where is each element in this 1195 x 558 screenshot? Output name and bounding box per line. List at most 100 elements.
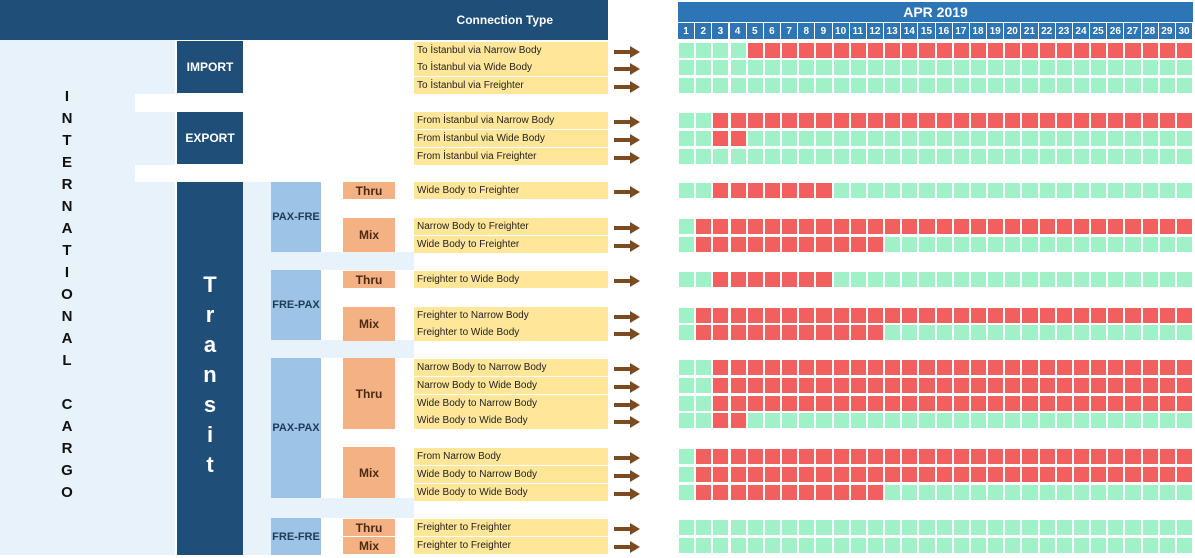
day-cell-unavailable[interactable] — [729, 307, 747, 324]
day-cell-unavailable[interactable] — [729, 271, 747, 288]
day-cell-available[interactable] — [952, 519, 970, 536]
day-cell-available[interactable] — [866, 77, 885, 94]
day-cell-available[interactable] — [1072, 182, 1091, 199]
day-cell-available[interactable] — [781, 77, 799, 94]
day-cell-available[interactable] — [1038, 182, 1056, 199]
day-cell-unavailable[interactable] — [1175, 448, 1194, 465]
day-cell-unavailable[interactable] — [763, 182, 781, 199]
day-cell-unavailable[interactable] — [1158, 359, 1176, 376]
day-cell-available[interactable] — [884, 271, 902, 288]
day-cell-available[interactable] — [1107, 484, 1125, 501]
day-cell-available[interactable] — [884, 519, 902, 536]
day-cell-unavailable[interactable] — [1124, 112, 1142, 129]
day-cell-available[interactable] — [1124, 77, 1142, 94]
day-cell-available[interactable] — [1107, 182, 1125, 199]
day-cell-available[interactable] — [987, 412, 1005, 429]
day-cell-unavailable[interactable] — [729, 112, 747, 129]
day-cell-available[interactable] — [1090, 484, 1108, 501]
day-cell-available[interactable] — [901, 412, 919, 429]
day-cell-unavailable[interactable] — [815, 377, 833, 394]
day-cell-unavailable[interactable] — [746, 466, 764, 483]
day-cell-unavailable[interactable] — [815, 236, 833, 253]
day-cell-unavailable[interactable] — [763, 359, 781, 376]
day-cell-available[interactable] — [832, 148, 850, 165]
day-cell-unavailable[interactable] — [798, 218, 816, 235]
day-cell-available[interactable] — [987, 130, 1005, 147]
day-cell-available[interactable] — [1090, 324, 1108, 341]
day-cell-available[interactable] — [901, 519, 919, 536]
day-cell-unavailable[interactable] — [763, 377, 781, 394]
day-cell-unavailable[interactable] — [1141, 42, 1159, 59]
day-cell-unavailable[interactable] — [969, 448, 988, 465]
day-cell-unavailable[interactable] — [1090, 448, 1108, 465]
day-cell-available[interactable] — [935, 519, 953, 536]
day-cell-unavailable[interactable] — [798, 359, 816, 376]
day-cell-available[interactable] — [1090, 182, 1108, 199]
day-cell-unavailable[interactable] — [815, 484, 833, 501]
day-cell-unavailable[interactable] — [1072, 377, 1091, 394]
day-cell-available[interactable] — [815, 59, 833, 76]
day-cell-available[interactable] — [969, 236, 988, 253]
day-cell-unavailable[interactable] — [798, 324, 816, 341]
day-cell-unavailable[interactable] — [798, 42, 816, 59]
day-cell-unavailable[interactable] — [1004, 395, 1022, 412]
day-cell-unavailable[interactable] — [1175, 377, 1194, 394]
day-cell-available[interactable] — [1004, 182, 1022, 199]
day-cell-available[interactable] — [695, 59, 713, 76]
day-cell-available[interactable] — [1141, 271, 1159, 288]
day-cell-unavailable[interactable] — [987, 395, 1005, 412]
day-cell-available[interactable] — [763, 537, 781, 554]
day-cell-unavailable[interactable] — [746, 307, 764, 324]
day-cell-unavailable[interactable] — [781, 395, 799, 412]
day-cell-available[interactable] — [832, 130, 850, 147]
day-cell-available[interactable] — [901, 484, 919, 501]
day-cell-unavailable[interactable] — [1021, 448, 1039, 465]
day-cell-unavailable[interactable] — [1055, 466, 1073, 483]
day-cell-unavailable[interactable] — [746, 271, 764, 288]
day-cell-available[interactable] — [969, 412, 988, 429]
day-cell-unavailable[interactable] — [1107, 307, 1125, 324]
day-cell-unavailable[interactable] — [918, 395, 936, 412]
day-cell-unavailable[interactable] — [798, 307, 816, 324]
day-cell-available[interactable] — [729, 148, 747, 165]
day-cell-unavailable[interactable] — [918, 112, 936, 129]
day-cell-available[interactable] — [781, 148, 799, 165]
day-cell-available[interactable] — [952, 484, 970, 501]
day-cell-available[interactable] — [969, 148, 988, 165]
day-cell-unavailable[interactable] — [1090, 466, 1108, 483]
day-cell-available[interactable] — [866, 182, 885, 199]
day-cell-available[interactable] — [1055, 484, 1073, 501]
day-cell-unavailable[interactable] — [1038, 42, 1056, 59]
day-cell-unavailable[interactable] — [763, 466, 781, 483]
day-cell-available[interactable] — [866, 271, 885, 288]
day-cell-unavailable[interactable] — [866, 324, 885, 341]
day-cell-unavailable[interactable] — [815, 448, 833, 465]
day-cell-available[interactable] — [729, 519, 747, 536]
day-cell-available[interactable] — [1090, 59, 1108, 76]
day-cell-available[interactable] — [1107, 59, 1125, 76]
day-cell-unavailable[interactable] — [935, 395, 953, 412]
day-cell-unavailable[interactable] — [952, 448, 970, 465]
day-cell-unavailable[interactable] — [695, 236, 713, 253]
day-cell-available[interactable] — [1004, 130, 1022, 147]
day-cell-available[interactable] — [1038, 519, 1056, 536]
day-cell-available[interactable] — [901, 271, 919, 288]
day-cell-available[interactable] — [935, 77, 953, 94]
day-cell-available[interactable] — [695, 359, 713, 376]
day-cell-available[interactable] — [832, 271, 850, 288]
day-cell-available[interactable] — [1038, 484, 1056, 501]
day-cell-unavailable[interactable] — [1055, 395, 1073, 412]
day-cell-available[interactable] — [918, 148, 936, 165]
day-cell-available[interactable] — [1004, 236, 1022, 253]
day-cell-available[interactable] — [1175, 182, 1194, 199]
day-cell-unavailable[interactable] — [1124, 42, 1142, 59]
day-cell-available[interactable] — [678, 412, 696, 429]
day-cell-available[interactable] — [1141, 182, 1159, 199]
day-cell-unavailable[interactable] — [901, 112, 919, 129]
day-cell-unavailable[interactable] — [987, 42, 1005, 59]
day-cell-unavailable[interactable] — [901, 42, 919, 59]
day-cell-available[interactable] — [901, 148, 919, 165]
day-cell-unavailable[interactable] — [798, 448, 816, 465]
day-cell-available[interactable] — [781, 519, 799, 536]
day-cell-available[interactable] — [746, 59, 764, 76]
